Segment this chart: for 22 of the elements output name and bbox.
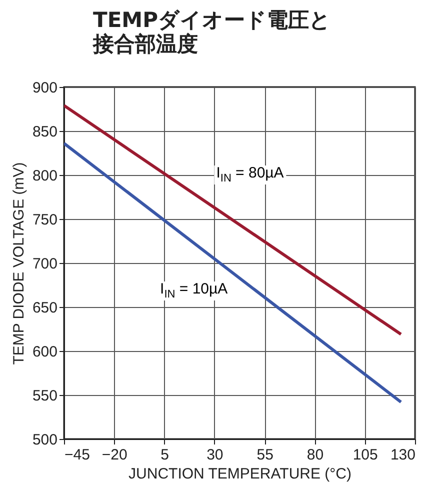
annotation: I$_{IN}$ = 10µA xyxy=(158,280,230,301)
x-tick-label: 105 xyxy=(352,446,378,464)
x-tick-label: 80 xyxy=(306,446,324,464)
annotation: I$_{IN}$ = 80µA xyxy=(214,164,286,184)
x-tick-label: 30 xyxy=(206,446,224,464)
y-axis-title: TEMP DIODE VOLTAGE (mV) xyxy=(10,162,28,365)
x-tick-label: −20 xyxy=(102,446,128,464)
y-tick-label: 550 xyxy=(32,388,58,404)
y-tick-label: 700 xyxy=(32,256,58,272)
y-tick-label: 800 xyxy=(32,168,58,184)
x-axis-title: JUNCTION TEMPERATURE (°C) xyxy=(128,466,352,482)
x-tick-label: 5 xyxy=(160,446,169,464)
x-tick-label: 55 xyxy=(256,446,274,464)
y-tick-label: 750 xyxy=(32,212,58,228)
x-tick-label: −45 xyxy=(64,446,90,464)
x-tick-label: 130 xyxy=(390,446,416,464)
y-tick-label: 900 xyxy=(32,80,58,96)
y-tick-label: 650 xyxy=(32,300,58,316)
y-tick-label: 500 xyxy=(32,432,58,448)
y-tick-label: 850 xyxy=(32,124,58,140)
chart-title: TEMPダイオード電圧と接合部温度 xyxy=(93,8,332,56)
y-tick-label: 600 xyxy=(32,344,58,360)
